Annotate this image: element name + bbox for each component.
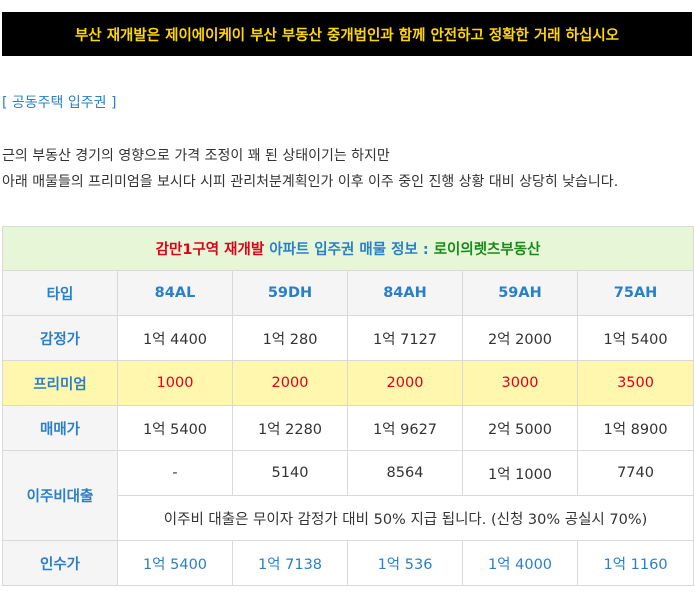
row-label-sale: 매매가 [2,405,118,451]
row-label-moving-loan: 이주비대출 [2,450,118,541]
banner-text: 부산 재개발은 제이에이케이 부산 부동산 중개법인과 함께 안전하고 정확한 … [74,27,620,44]
moving-loan-cell: 8564 [347,450,463,496]
premium-cell: 1000 [117,360,233,406]
table-row-premium: 프리미엄 1000 2000 2000 3000 3500 [2,360,695,406]
takeover-cell: 1억 7138 [232,540,348,586]
premium-cell: 3000 [462,360,578,406]
type-cell: 59DH [232,270,348,316]
intro-text: 근의 부동산 경기의 영향으로 가격 조정이 꽤 된 상태이기는 하지만 아래 … [2,143,618,195]
appraisal-cell: 1억 7127 [347,315,463,361]
table-title: 감만1구역 재개발 아파트 입주권 매물 정보 : 로이의렛츠부동산 [1,226,695,271]
title-description: 아파트 입주권 매물 정보 : [264,242,434,258]
sale-cell: 1억 5400 [117,405,233,451]
type-cell: 84AH [347,270,463,316]
moving-loan-cell: 1억 1000 [462,450,578,496]
row-label-premium: 프리미엄 [2,360,118,406]
section-title: [ 공동주택 입주권 ] [2,95,117,111]
sale-cell: 1억 2280 [232,405,348,451]
promo-banner: 부산 재개발은 제이에이케이 부산 부동산 중개법인과 함께 안전하고 정확한 … [2,12,692,56]
premium-cell: 2000 [232,360,348,406]
premium-cell: 3500 [576,360,695,406]
table-row-takeover: 인수가 1억 5400 1억 7138 1억 536 1억 4000 1억 11… [2,540,695,586]
appraisal-cell: 1억 4400 [117,315,233,361]
takeover-cell: 1억 1160 [576,540,695,586]
sale-cell: 1억 8900 [576,405,695,451]
takeover-cell: 1억 536 [347,540,463,586]
type-cell: 59AH [462,270,578,316]
row-label-takeover: 인수가 [2,540,118,586]
listing-table: 감만1구역 재개발 아파트 입주권 매물 정보 : 로이의렛츠부동산 타입 84… [1,226,695,586]
sale-cell: 2억 5000 [462,405,578,451]
row-label-type: 타입 [2,270,118,316]
table-row-moving-loan-note: 이주비 대출은 무이자 감정가 대비 50% 지급 됩니다. (신청 30% 공… [3,495,695,541]
moving-loan-cell: 7740 [576,450,695,496]
premium-cell: 2000 [347,360,463,406]
moving-loan-note: 이주비 대출은 무이자 감정가 대비 50% 지급 됩니다. (신청 30% 공… [116,495,695,541]
takeover-cell: 1억 5400 [117,540,233,586]
intro-line: 아래 매물들의 프리미엄을 보시다 시피 관리처분계획인가 이후 이주 중인 진… [2,174,619,190]
moving-loan-cell: 5140 [232,450,348,496]
title-agency: 로이의렛츠부동산 [433,242,541,258]
type-cell: 84AL [117,270,233,316]
type-cell: 75AH [576,270,695,316]
sale-cell: 1억 9627 [347,405,463,451]
intro-line: 근의 부동산 경기의 영향으로 가격 조정이 꽤 된 상태이기는 하지만 [2,148,390,164]
table-row-appraisal: 감정가 1억 4400 1억 280 1억 7127 2억 2000 1억 54… [2,315,695,361]
takeover-cell: 1억 4000 [462,540,578,586]
row-label-appraisal: 감정가 [2,315,118,361]
table-title-row: 감만1구역 재개발 아파트 입주권 매물 정보 : 로이의렛츠부동산 [1,226,695,271]
title-district: 감만1구역 재개발 [155,242,265,258]
table-row-sale: 매매가 1억 5400 1억 2280 1억 9627 2억 5000 1억 8… [2,405,695,451]
appraisal-cell: 1억 5400 [576,315,695,361]
appraisal-cell: 1억 280 [232,315,348,361]
table-row-moving-loan: 이주비대출 - 5140 8564 1억 1000 7740 [2,450,695,541]
table-row-type: 타입 84AL 59DH 84AH 59AH 75AH [2,270,695,316]
moving-loan-cell: - [117,450,233,496]
appraisal-cell: 2억 2000 [462,315,578,361]
